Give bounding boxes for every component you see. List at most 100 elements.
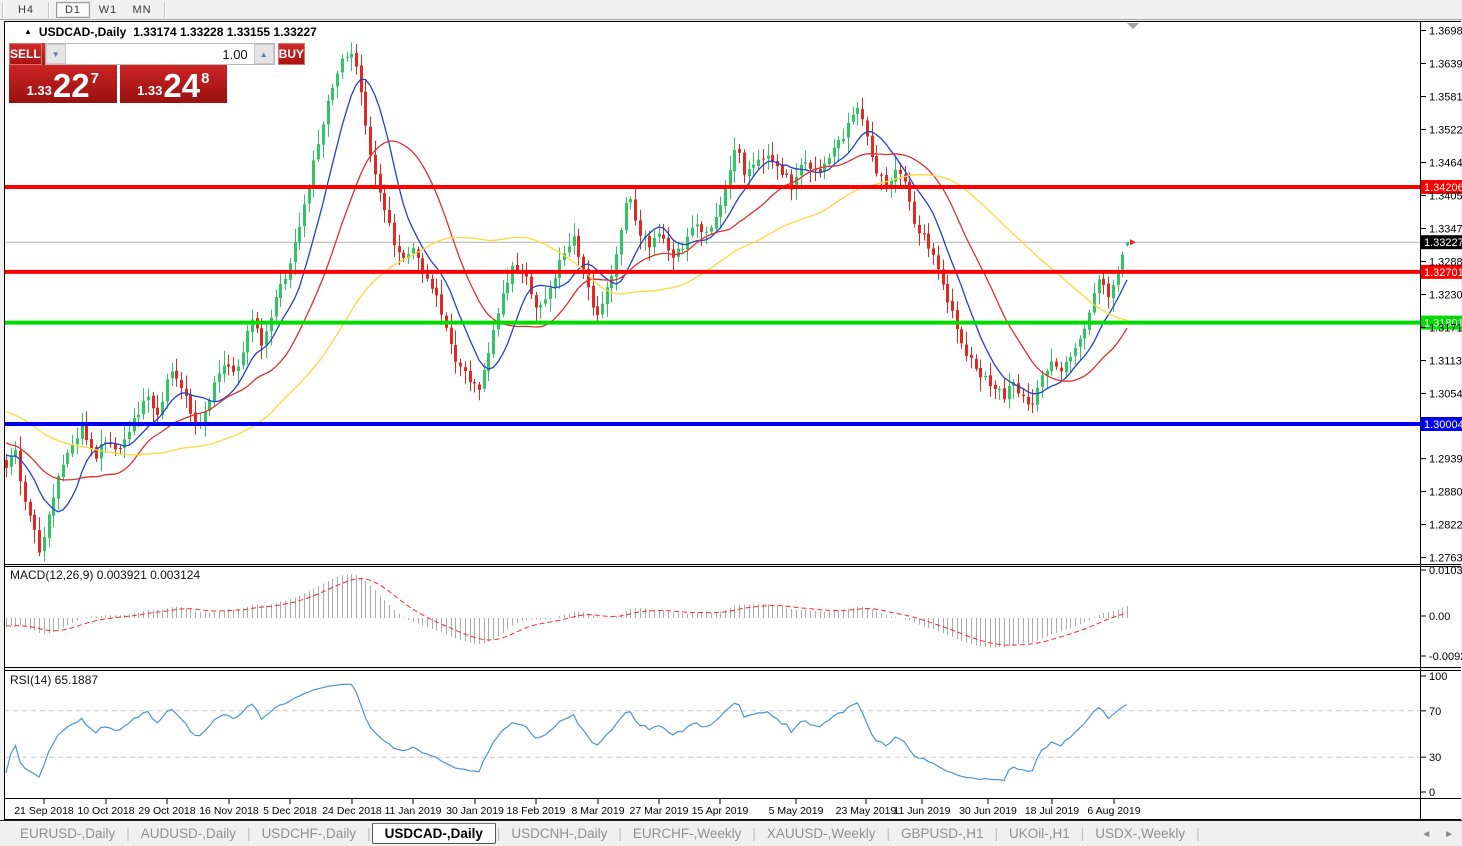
svg-text:0.010311: 0.010311 [1429,565,1462,577]
svg-text:21 Sep 2018: 21 Sep 2018 [14,805,74,817]
date-axis: 21 Sep 2018 10 Oct 2018 29 Oct 2018 16 Nov … [14,799,1141,817]
svg-text:1.32701: 1.32701 [1424,267,1462,279]
timeframe-toolbar: H4 D1 W1 MN [0,0,1462,20]
svg-text:18 Feb 2019: 18 Feb 2019 [507,805,566,817]
svg-text:1.33470: 1.33470 [1429,224,1462,236]
tab-separator: | [247,826,251,841]
level-line-1.31801: 1.31801 [4,315,1462,330]
level-line-1.32701: 1.32701 [4,264,1462,279]
volume-decrease-button[interactable]: ▼ [45,44,66,64]
svg-text:5 Dec 2018: 5 Dec 2018 [263,805,317,817]
svg-text:1.36395: 1.36395 [1429,59,1462,71]
timeframe-button-group: H4 D1 W1 MN [9,1,159,18]
level-line-1.30004: 1.30004 [4,417,1462,431]
svg-text:1.29390: 1.29390 [1429,454,1462,466]
svg-text:15 Apr 2019: 15 Apr 2019 [692,805,749,817]
svg-text:100: 100 [1429,671,1447,683]
svg-text:1.31801: 1.31801 [1424,318,1462,330]
tab-separator: | [886,826,890,841]
volume-increase-button[interactable]: ▲ [253,44,274,64]
svg-text:1.28805: 1.28805 [1429,487,1462,499]
buy-button[interactable]: BUY [277,43,306,65]
svg-text:1.32885: 1.32885 [1429,257,1462,269]
tab-separator: | [126,826,130,841]
svg-text:6 Aug 2019: 6 Aug 2019 [1087,805,1140,817]
buy-price-pip: 8 [201,70,210,87]
tab-audusd-daily[interactable]: AUDUSD-,Daily [140,826,237,841]
svg-text:70: 70 [1429,706,1441,718]
sell-price-panel[interactable]: 1.33 22 7 [9,65,117,103]
svg-text:23 May 2019: 23 May 2019 [836,805,897,817]
chart-tab-bar: EURUSD-,Daily | AUDUSD-,Daily | USDCHF-,Dail… [0,820,1462,846]
tab-usdcad-daily[interactable]: USDCAD-,Daily [371,823,496,844]
svg-text:29 Oct 2018: 29 Oct 2018 [138,805,195,817]
ma-50-line [5,173,1128,456]
svg-text:8 Mar 2019: 8 Mar 2019 [571,805,624,817]
tab-separator: | [1196,826,1200,841]
timeframe-button-h4[interactable]: H4 [17,3,35,16]
tab-separator: | [496,826,501,841]
macd-label: MACD(12,26,9) 0.003921 0.003124 [10,568,200,582]
chart-symbol-label: USDCAD-,Daily [38,25,127,39]
svg-text:10 Oct 2018: 10 Oct 2018 [77,805,134,817]
volume-input[interactable] [65,44,254,64]
buy-price-panel[interactable]: 1.33 24 8 [119,65,227,103]
last-close-marker [1130,239,1136,246]
tab-eurchf-weekly[interactable]: EURCHF-,Weekly [632,826,742,841]
svg-text:11 Jun 2019: 11 Jun 2019 [893,805,950,817]
sell-price-prefix: 1.33 [26,83,52,98]
svg-text:30 Jan 2019: 30 Jan 2019 [446,805,504,817]
svg-text:30 Jun 2019: 30 Jun 2019 [959,805,1017,817]
tab-separator: | [994,826,999,841]
tab-gbpusd-h1[interactable]: GBPUSD-,H1 [900,826,984,841]
sell-price-pip: 7 [90,70,99,87]
svg-text:1.34206: 1.34206 [1424,182,1462,194]
svg-text:0.00: 0.00 [1429,611,1450,623]
tab-separator: | [1080,826,1085,841]
toolbar-separator [164,1,166,18]
tab-usdx-weekly[interactable]: USDX-,Weekly [1095,826,1186,841]
arrow-down-icon: ▼ [51,49,60,59]
tab-eurusd-daily[interactable]: EURUSD-,Daily [20,826,116,841]
tab-scroll-controls: ◄ ► [1421,821,1454,846]
svg-text:1.33227: 1.33227 [1424,237,1462,249]
chart-ohlc-values: 1.33174 1.33228 1.33155 1.33227 [133,25,317,39]
svg-text:30: 30 [1429,752,1441,764]
svg-text:24 Dec 2018: 24 Dec 2018 [322,805,382,817]
macd-signal-line [5,578,1128,646]
timeframe-button-d1[interactable]: D1 [56,1,90,18]
toolbar-separator [48,1,50,18]
tab-separator: | [618,826,622,841]
ma-9-line [5,78,1128,513]
macd-axis: 0.010311 0.00 -0.009203 [1421,565,1462,663]
tabs-scroll-left-button[interactable]: ◄ [1421,828,1432,840]
svg-text:1.35225: 1.35225 [1429,125,1462,137]
svg-text:27 Mar 2019: 27 Mar 2019 [630,805,689,817]
svg-text:-0.009203: -0.009203 [1429,651,1462,663]
svg-text:1.32300: 1.32300 [1429,290,1462,302]
one-click-trading-widget: SELL ▼ ▲ BUY 1.33 22 7 1.33 24 8 [9,43,306,103]
ohlc-header: ▲ USDCAD-,Daily 1.33174 1.33228 1.33155 … [24,25,317,39]
timeframe-button-w1[interactable]: W1 [98,3,118,16]
tab-usdcnh-daily[interactable]: USDCNH-,Daily [511,826,608,841]
tabs-scroll-right-button[interactable]: ► [1444,828,1454,840]
chart-shift-marker [1127,23,1139,29]
arrow-up-icon: ▲ [259,49,268,59]
rsi-axis: 100 70 30 0 [1421,671,1447,799]
tab-separator: | [367,826,371,841]
sell-button[interactable]: SELL [9,43,42,65]
svg-text:11 Jan 2019: 11 Jan 2019 [384,805,441,817]
svg-text:1.28220: 1.28220 [1429,520,1462,532]
tab-xauusd-weekly[interactable]: XAUUSD-,Weekly [766,826,876,841]
svg-text:1.34055: 1.34055 [1429,191,1462,203]
tab-ukoil-h1[interactable]: UKOil-,H1 [1009,826,1070,841]
toolbar-separator [2,1,4,18]
collapse-triangle-icon[interactable]: ▲ [24,26,32,36]
volume-control: ▼ ▲ [44,43,275,65]
tab-usdchf-daily[interactable]: USDCHF-,Daily [261,826,357,841]
svg-text:5 May 2019: 5 May 2019 [769,805,824,817]
sell-price-main: 22 [52,66,90,104]
current-price-label: 1.33227 [1421,235,1462,250]
timeframe-button-mn[interactable]: MN [132,3,152,16]
